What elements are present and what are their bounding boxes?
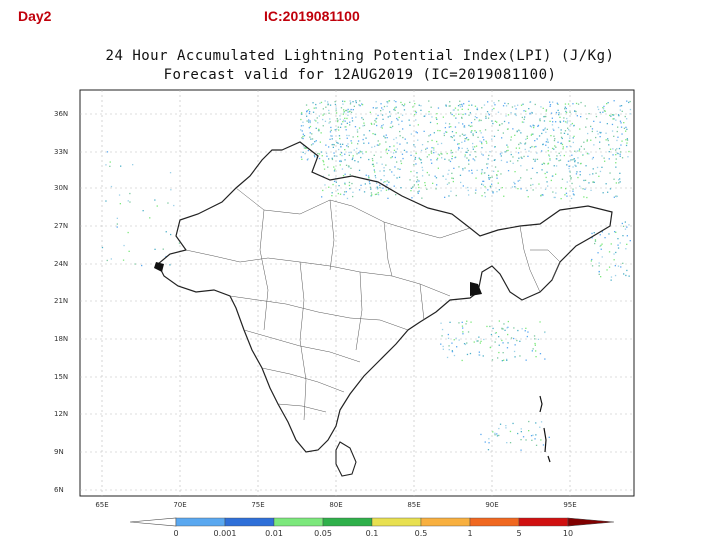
colorbar-segment: [224, 517, 275, 527]
longitude-labels: 65E 70E 75E 80E 85E 90E 95E: [95, 501, 576, 509]
lat-label: 21N: [54, 297, 68, 305]
lon-label: 85E: [407, 501, 420, 509]
colorbar-high-arrow: [567, 517, 615, 527]
lat-label: 15N: [54, 373, 68, 381]
lat-label: 33N: [54, 148, 68, 156]
india-outline: [157, 141, 613, 453]
colorbar-low-arrow: [129, 517, 177, 527]
map-title: 24 Hour Accumulated Lightning Potential …: [105, 48, 615, 64]
lon-label: 80E: [329, 501, 342, 509]
lon-label: 70E: [173, 501, 186, 509]
colorbar-tick: 0: [173, 529, 178, 538]
sri-lanka-outline: [335, 441, 357, 477]
day-label: Day2: [18, 8, 52, 24]
colorbar: 0 0.001 0.01 0.05 0.1 0.5 1 5 10: [129, 517, 615, 538]
colorbar-segment: [420, 517, 471, 527]
map-subtitle: Forecast valid for 12AUG2019 (IC=2019081…: [163, 67, 557, 83]
colorbar-segment: [322, 517, 373, 527]
lat-label: 9N: [54, 448, 64, 456]
lat-label: 24N: [54, 260, 68, 268]
colorbar-tick: 1: [467, 529, 472, 538]
latitude-labels: 36N 33N 30N 27N 24N 21N 18N 15N 12N 9N 6N: [54, 110, 68, 494]
colorbar-tick: 0.5: [415, 529, 428, 538]
state-boundaries: [185, 187, 561, 421]
lat-label: 36N: [54, 110, 68, 118]
colorbar-segment: [175, 517, 226, 527]
andaman-islands: [539, 395, 551, 463]
colorbar-segment: [469, 517, 520, 527]
lon-label: 95E: [563, 501, 576, 509]
map-frame: [79, 89, 635, 497]
map-grid: [80, 90, 634, 496]
lat-label: 27N: [54, 222, 68, 230]
lon-label: 75E: [251, 501, 264, 509]
colorbar-segment: [518, 517, 569, 527]
lat-label: 18N: [54, 335, 68, 343]
colorbar-segment: [371, 517, 422, 527]
kutch-mark: [154, 262, 164, 272]
lat-label: 12N: [54, 410, 68, 418]
lon-label: 90E: [485, 501, 498, 509]
colorbar-tick: 0.05: [314, 529, 332, 538]
lat-label: 30N: [54, 184, 68, 192]
sundarbans-mark: [470, 282, 482, 296]
colorbar-tick: 5: [516, 529, 521, 538]
colorbar-segment: [273, 517, 324, 527]
lat-label: 6N: [54, 486, 64, 494]
colorbar-tick: 0.01: [265, 529, 283, 538]
colorbar-tick: 0.1: [366, 529, 379, 538]
lpi-stipple-field: [101, 100, 632, 451]
initial-condition-label: IC:2019081100: [264, 8, 360, 24]
lon-label: 65E: [95, 501, 108, 509]
colorbar-tick: 10: [563, 529, 573, 538]
colorbar-tick: 0.001: [214, 529, 237, 538]
